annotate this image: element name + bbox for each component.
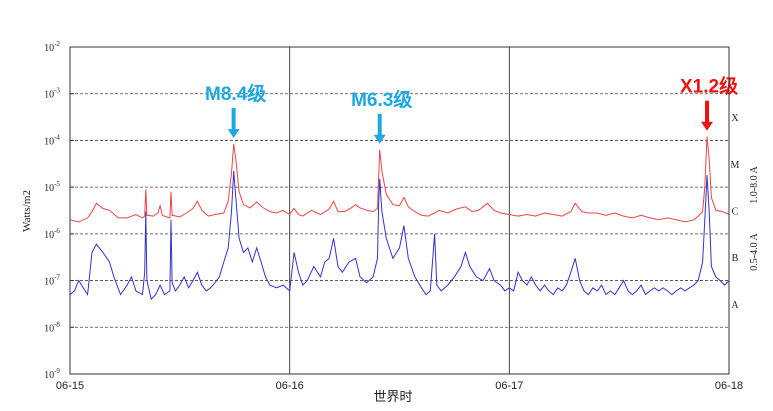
annotation-arrow-head <box>227 128 240 138</box>
x-tick-label: 06-15 <box>56 380 84 392</box>
series-line <box>69 136 730 223</box>
series-layer <box>69 136 730 301</box>
series-name-label: 0.5-4.0 A <box>749 232 760 270</box>
x-tick-label: 06-18 <box>715 380 743 392</box>
x-tick-label: 06-16 <box>276 380 304 392</box>
flare-class-labels: X M C B A <box>731 113 740 311</box>
x-tick-labels: 06-15 06-16 06-17 06-18 <box>56 380 743 392</box>
plot-frame <box>69 46 730 375</box>
y-tick-label: 10-3 <box>44 87 60 101</box>
y-tick-labels: 10-2 10-3 10-4 10-5 10-6 10-7 10-8 10-9 <box>44 40 74 381</box>
x-axis-label: 世界时 <box>373 390 412 405</box>
flare-class-label: M <box>731 160 740 171</box>
annotation-arrow-head <box>701 121 714 131</box>
grid <box>70 47 729 374</box>
flare-class-label: C <box>732 207 739 218</box>
series-line <box>69 171 730 301</box>
y-tick-label: 10-4 <box>44 133 60 147</box>
y-axis-label: Watts/m2 <box>21 190 33 232</box>
series-name-labels: 1.0-8.0 A 0.5-4.0 A <box>749 165 760 270</box>
flare-annotations: M8.4级 M6.3级 X1.2级 <box>205 75 738 144</box>
annotation-arrow-head <box>373 134 386 144</box>
y-tick-label: 10-2 <box>44 40 60 54</box>
y-tick-label: 10-6 <box>44 227 60 241</box>
y-tick-label: 10-8 <box>44 320 60 334</box>
flare-class-label: A <box>731 300 739 311</box>
y-tick-label: 10-5 <box>44 180 60 194</box>
y-tick-label: 10-9 <box>44 367 60 381</box>
flare-class-label: X <box>731 113 739 124</box>
flare-class-label: B <box>732 253 739 264</box>
annotation-label: X1.2级 <box>680 75 738 98</box>
annotation-label: M6.3级 <box>351 88 412 111</box>
annotation-label: M8.4级 <box>205 82 266 105</box>
y-tick-label: 10-7 <box>44 274 60 288</box>
series-name-label: 1.0-8.0 A <box>749 165 760 203</box>
x-tick-label: 06-17 <box>495 380 523 392</box>
